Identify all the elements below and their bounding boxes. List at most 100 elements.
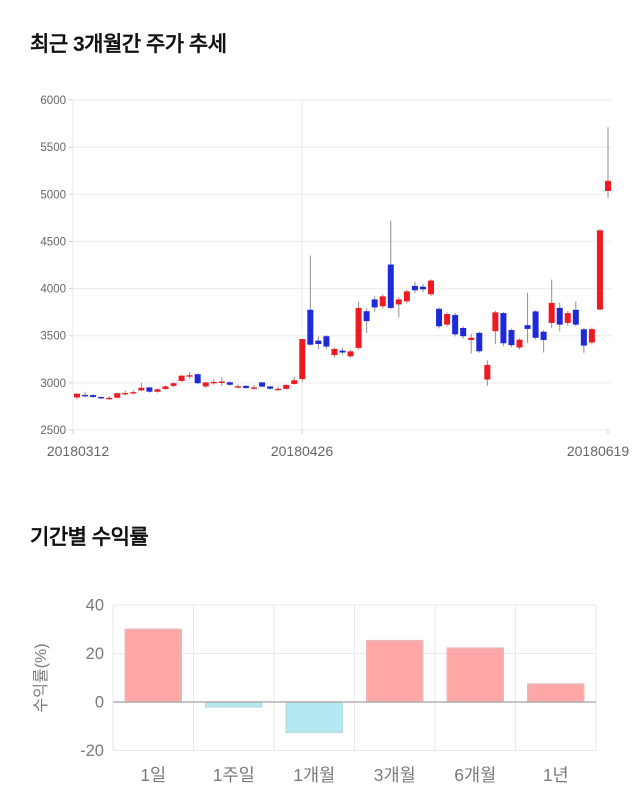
candle-up [122,392,129,395]
candle-up [428,280,434,295]
candle-down [339,350,346,353]
y-tick-label: -20 [80,742,104,760]
x-tick-label: 20180619 [567,443,630,459]
candle-down [363,311,370,322]
candle-down [556,307,563,325]
x-category-label: 1주일 [213,765,255,785]
candle-up [588,329,595,343]
candle-up [178,375,185,381]
return-bar [366,639,424,703]
candle-down [371,299,378,308]
period-returns-bar-chart: 40 20 0 -20 1일 1주일 1개월 3개월 6개월 1년 수익률(%) [32,597,597,785]
x-category-label: 1년 [543,765,569,785]
candle-down [572,309,579,325]
candle-up [492,312,499,332]
y-axis-title: 수익률(%) [32,643,50,712]
candle-up [291,380,298,384]
candle-down [98,397,105,399]
candle-up [331,348,338,356]
candle-down [500,313,507,344]
candle-up [605,180,611,191]
candle-up [202,382,209,387]
candle-up [210,381,217,384]
candle-up [347,351,354,357]
return-bar [124,628,182,703]
y-tick-label: 0 [95,694,104,712]
y-tick-label: 40 [86,597,104,615]
candle-down [259,382,266,387]
x-tick-label: 20180312 [47,443,110,459]
candle-up [564,313,571,323]
candle-down [90,395,97,397]
return-bar [285,701,343,734]
candle-down [532,311,539,338]
candle-down [452,314,459,335]
candle-down [419,286,426,290]
return-bar [446,647,504,703]
candle-down [524,325,531,329]
candle-up [74,393,80,398]
candle-up [468,337,475,340]
candle-up [162,386,169,389]
candle-up [154,389,161,392]
price-candlestick-chart: 2500 3000 3500 4000 4500 5000 5500 6000 20180312… [40,95,630,459]
candle-up [114,393,121,398]
y-tick-label: 5500 [40,142,66,154]
x-category-label: 6개월 [454,765,496,785]
y-tick-label: 20 [86,645,104,663]
candle-down [315,340,322,345]
candle-up [186,375,193,377]
candle-down [194,374,201,384]
candle-down [476,332,483,352]
return-bar [205,701,263,708]
candle-up [275,388,282,391]
candle-down [82,394,89,397]
candle-up [130,392,137,394]
candle-up [283,384,290,389]
y-tick-label: 3000 [40,378,66,390]
candle-down [540,331,547,340]
y-tick-label: 5000 [40,189,66,201]
candle-up [355,307,362,348]
candle-down [387,264,394,308]
candle-up [484,364,491,380]
candle-up [234,386,241,388]
price-chart-title: 최근 3개월간 주가 추세 [30,33,227,56]
candle-up [596,230,603,310]
candle-up [138,387,145,391]
candle-up [444,314,451,325]
candle-up [548,302,555,323]
candle-down [323,336,330,347]
y-tick-label: 4000 [40,284,66,296]
candle-down [460,327,467,337]
candle-down [226,382,233,385]
candle-up [170,383,177,386]
candle-up [403,291,410,302]
y-tick-label: 4500 [40,236,66,248]
candle-up [379,296,386,307]
returns-chart-title: 기간별 수익률 [30,526,149,549]
candle-down [436,308,443,327]
x-category-label: 1개월 [293,765,335,785]
y-tick-label: 2500 [40,425,66,437]
x-category-label: 3개월 [374,765,416,785]
candle-down [307,309,314,345]
candle-down [411,285,418,291]
y-tick-label: 6000 [40,95,66,107]
candle-up [251,387,257,389]
candle-up [218,381,225,383]
candle-down [508,330,515,346]
candle-down [242,385,249,388]
candle-up [299,339,306,380]
candle-up [395,299,402,305]
candle-up [106,397,113,400]
candle-down [267,386,274,389]
return-bar [527,683,585,703]
y-tick-label: 3500 [40,331,66,343]
candle-down [580,329,587,346]
x-tick-label: 20180426 [271,443,334,459]
x-category-label: 1일 [140,765,166,785]
candle-up [516,339,523,348]
candle-down [146,387,153,392]
